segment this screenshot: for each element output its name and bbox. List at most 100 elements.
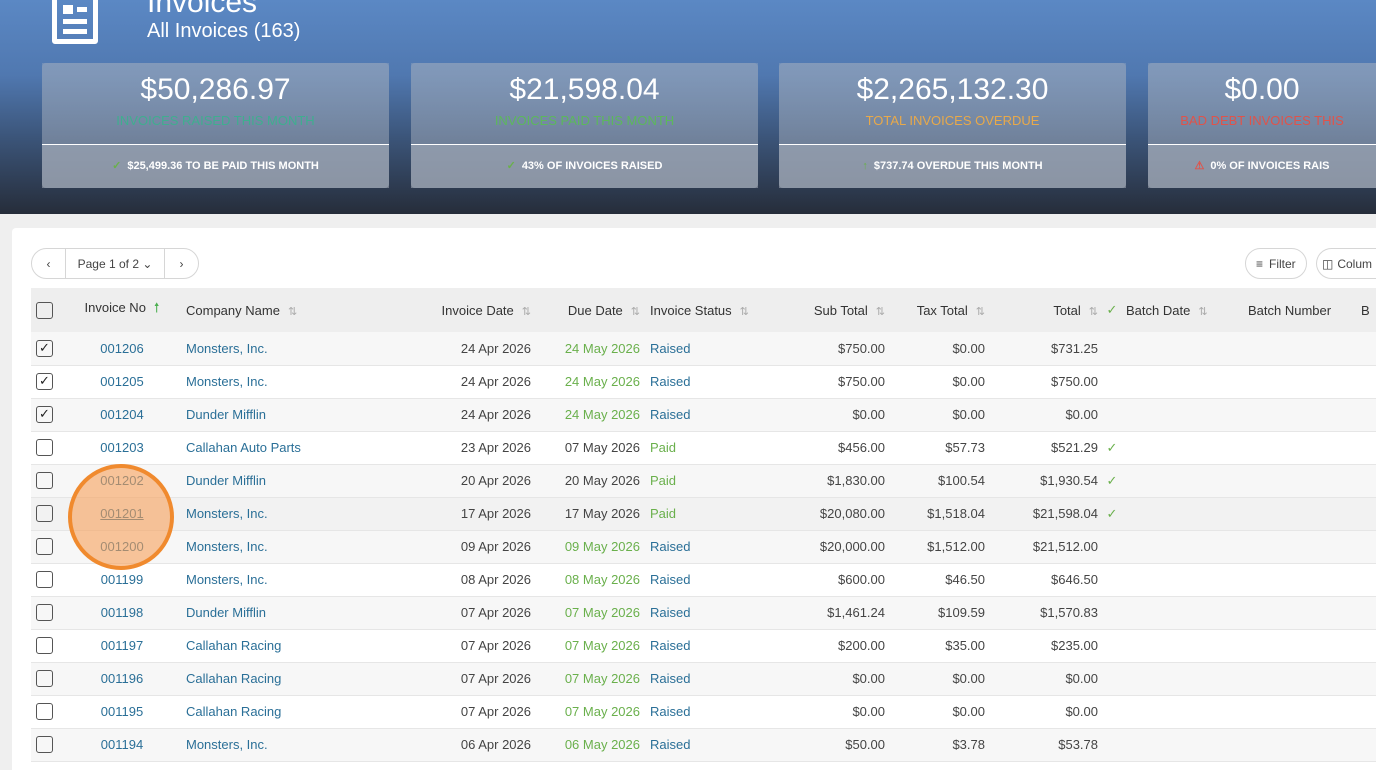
row-checkbox[interactable]	[36, 703, 53, 721]
row-checkbox[interactable]	[36, 637, 53, 655]
table-row[interactable]: 001201 Monsters, Inc. 17 Apr 2026 17 May…	[31, 497, 1376, 531]
col-invoice-date[interactable]: Invoice Date ⇅	[386, 288, 531, 332]
table-row[interactable]: 001199 Monsters, Inc. 08 Apr 2026 08 May…	[31, 563, 1376, 597]
table-row[interactable]: ✓ 001205 Monsters, Inc. 24 Apr 2026 24 M…	[31, 365, 1376, 399]
columns-icon: ◫	[1322, 256, 1334, 271]
next-page-button[interactable]: ›	[179, 256, 184, 271]
card-label: Total invoices overdue	[865, 113, 1040, 128]
company-link[interactable]: Callahan Auto Parts	[186, 440, 301, 455]
due-date: 07 May 2026	[531, 662, 640, 696]
sub-total: $1,461.24	[780, 596, 885, 630]
tax-total: $1,518.04	[885, 497, 985, 531]
table-row[interactable]: 001202 Dunder Mifflin 20 Apr 2026 20 May…	[31, 464, 1376, 498]
tax-total: $0.00	[885, 662, 985, 696]
invoice-number-link[interactable]: 001199	[100, 572, 144, 587]
summary-card[interactable]: $21,598.04 Invoices paid this month ✓ 43%…	[411, 63, 758, 188]
summary-card[interactable]: $50,286.97 Invoices raised this month ✓ $…	[42, 63, 389, 188]
page-subtitle: All Invoices (163)	[147, 20, 301, 42]
total: $21,598.04	[985, 497, 1098, 531]
columns-button[interactable]: ◫ Colum	[1316, 248, 1376, 279]
table-row[interactable]: 001197 Callahan Racing 07 Apr 2026 07 Ma…	[31, 629, 1376, 663]
prev-page-button[interactable]: ‹	[46, 256, 51, 271]
table-row[interactable]: 001196 Callahan Racing 07 Apr 2026 07 Ma…	[31, 662, 1376, 696]
row-checkbox[interactable]: ✓	[36, 406, 53, 424]
total: $235.00	[985, 629, 1098, 663]
col-sub-total[interactable]: Sub Total ⇅	[780, 288, 885, 332]
row-checkbox[interactable]	[36, 670, 53, 688]
row-checkbox[interactable]	[36, 439, 53, 457]
sort-icon: ⇅	[630, 305, 640, 318]
company-link[interactable]: Monsters, Inc.	[186, 572, 268, 587]
company-link[interactable]: Dunder Mifflin	[186, 407, 266, 422]
company-link[interactable]: Monsters, Inc.	[186, 374, 268, 389]
company-link[interactable]: Dunder Mifflin	[186, 473, 266, 488]
tax-total: $1,512.00	[885, 530, 985, 564]
filter-button[interactable]: ≡ Filter	[1245, 248, 1307, 279]
col-batch-number[interactable]: Batch Number	[1246, 288, 1361, 332]
table-row[interactable]: ✓ 001204 Dunder Mifflin 24 Apr 2026 24 M…	[31, 398, 1376, 432]
table-row[interactable]: 001203 Callahan Auto Parts 23 Apr 2026 0…	[31, 431, 1376, 465]
row-checkbox[interactable]	[36, 538, 53, 556]
table-row[interactable]: 001195 Callahan Racing 07 Apr 2026 07 Ma…	[31, 695, 1376, 729]
table-row[interactable]: 001194 Monsters, Inc. 06 Apr 2026 06 May…	[31, 728, 1376, 762]
select-all-checkbox[interactable]	[36, 301, 53, 319]
summary-card[interactable]: $0.00 Bad debt invoices this ⚠ 0% OF INVO…	[1148, 63, 1376, 188]
total: $750.00	[985, 365, 1098, 399]
col-extra[interactable]: B	[1361, 288, 1376, 332]
invoice-number-link[interactable]: 001195	[100, 704, 144, 719]
company-link[interactable]: Dunder Mifflin	[186, 605, 266, 620]
invoice-number-link[interactable]: 001203	[100, 440, 144, 455]
table-row[interactable]: ✓ 001206 Monsters, Inc. 24 Apr 2026 24 M…	[31, 332, 1376, 366]
row-checkbox[interactable]	[36, 571, 53, 589]
company-link[interactable]: Callahan Racing	[186, 671, 282, 686]
invoice-number-link[interactable]: 001205	[100, 374, 144, 389]
page-select[interactable]: Page 1 of 2 ⌄	[65, 249, 165, 278]
col-batch-date[interactable]: Batch Date ⇅	[1126, 288, 1246, 332]
row-checkbox[interactable]	[36, 472, 53, 490]
col-due-date[interactable]: Due Date ⇅	[531, 288, 640, 332]
invoice-number-link[interactable]: 001197	[100, 638, 144, 653]
invoice-number-link[interactable]: 001200	[100, 539, 144, 554]
invoice-number-link[interactable]: 001196	[100, 671, 144, 686]
invoice-number-link[interactable]: 001194	[100, 737, 144, 752]
row-checkbox[interactable]	[36, 604, 53, 622]
company-link[interactable]: Monsters, Inc.	[186, 506, 268, 521]
col-company[interactable]: Company Name ⇅	[186, 288, 386, 332]
table-row[interactable]: 001198 Dunder Mifflin 07 Apr 2026 07 May…	[31, 596, 1376, 630]
summary-card[interactable]: $2,265,132.30 Total invoices overdue ↑ $7…	[779, 63, 1126, 188]
company-link[interactable]: Monsters, Inc.	[186, 539, 268, 554]
table-row[interactable]: 001200 Monsters, Inc. 09 Apr 2026 09 May…	[31, 530, 1376, 564]
status: Paid	[640, 464, 780, 498]
status: Paid	[640, 431, 780, 465]
warning-icon: ⚠	[1194, 160, 1205, 172]
company-link[interactable]: Monsters, Inc.	[186, 340, 268, 356]
sort-icon: ⇅	[739, 305, 749, 318]
invoice-date: 07 Apr 2026	[386, 596, 531, 630]
row-checkbox[interactable]	[36, 736, 53, 754]
status: Raised	[640, 563, 780, 597]
row-checkbox[interactable]: ✓	[36, 373, 53, 391]
col-total[interactable]: Total ⇅	[985, 288, 1098, 332]
card-value: $2,265,132.30	[856, 73, 1049, 106]
tax-total: $46.50	[885, 563, 985, 597]
status: Raised	[640, 629, 780, 663]
invoice-number-link[interactable]: 001204	[100, 407, 144, 422]
col-tax-total[interactable]: Tax Total ⇅	[885, 288, 985, 332]
company-link[interactable]: Monsters, Inc.	[186, 737, 268, 752]
row-checkbox[interactable]	[36, 505, 53, 523]
invoice-document-icon	[52, 0, 98, 44]
total: $646.50	[985, 563, 1098, 597]
company-link[interactable]: Callahan Racing	[186, 704, 282, 719]
card-label: Invoices raised this month	[116, 113, 315, 128]
check-icon: ✓	[506, 160, 516, 172]
company-link[interactable]: Callahan Racing	[186, 638, 282, 653]
invoice-number-link[interactable]: 001206	[100, 340, 144, 356]
invoice-number-link[interactable]: 001201	[100, 506, 144, 521]
row-checkbox[interactable]: ✓	[36, 339, 53, 357]
invoice-number-link[interactable]: 001202	[100, 473, 144, 488]
invoice-number-link[interactable]: 001198	[100, 605, 144, 620]
invoice-date: 09 Apr 2026	[386, 530, 531, 564]
col-invoice-no[interactable]: Invoice No 🠕	[58, 288, 186, 332]
filter-icon: ≡	[1256, 256, 1264, 271]
col-status[interactable]: Invoice Status ⇅	[640, 288, 780, 332]
